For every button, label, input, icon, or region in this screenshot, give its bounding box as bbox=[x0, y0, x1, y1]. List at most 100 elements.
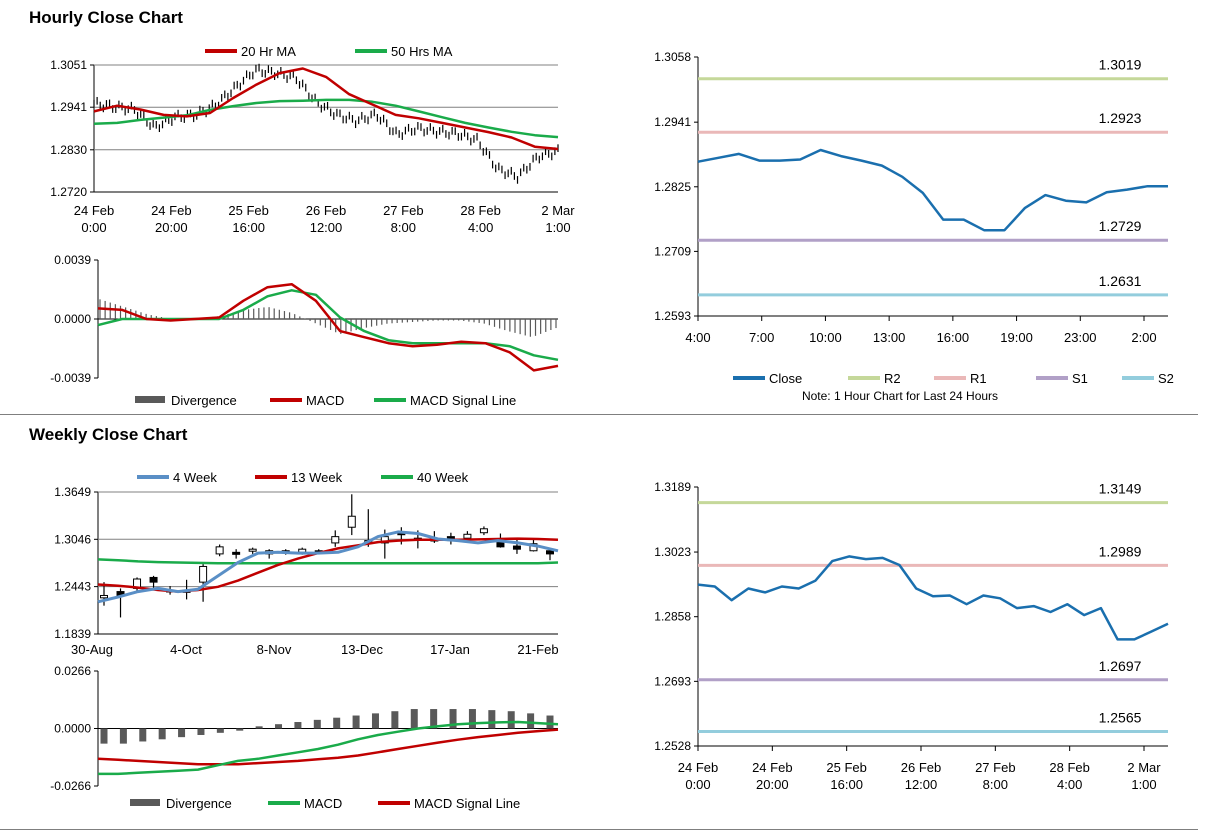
weekly-price-legend-label: 40 Week bbox=[417, 470, 469, 485]
weekly-divergence-bar bbox=[507, 711, 515, 729]
weekly-candle-body bbox=[199, 565, 208, 583]
weekly-divergence-bar bbox=[410, 709, 418, 729]
hourly-levels-x-tick-label: 19:00 bbox=[1000, 330, 1033, 345]
hourly-macd-y-tick-label: -0.0039 bbox=[50, 371, 91, 385]
hourly-price-x-tick-label: 1:00 bbox=[545, 220, 570, 235]
hourly-levels-x-tick-label: 23:00 bbox=[1064, 330, 1097, 345]
weekly-levels-x-tick-label: 26 Feb bbox=[901, 760, 941, 775]
hourly-price-legend-label: 20 Hr MA bbox=[241, 44, 296, 59]
weekly-divergence-bar bbox=[255, 726, 263, 729]
weekly-price-x-tick-label: 4-Oct bbox=[170, 642, 202, 657]
weekly-price-x-tick-label: 30-Aug bbox=[71, 642, 113, 657]
weekly-levels-chart: 1.3189 1.3023 1.2858 1.2693 1.2528 1.3149 1.29… bbox=[654, 480, 1169, 792]
hourly-price-x-tick-label: 8:00 bbox=[391, 220, 416, 235]
hourly-levels-s2-label: 1.2631 bbox=[1099, 273, 1142, 289]
weekly-macd-legend-label: MACD bbox=[304, 796, 342, 811]
weekly-levels-x-tick-label: 0:00 bbox=[685, 777, 710, 792]
weekly-divergence-bar bbox=[178, 728, 186, 738]
weekly-candle-body bbox=[380, 536, 389, 544]
weekly-macd-line bbox=[98, 720, 559, 776]
weekly-candle-body bbox=[248, 548, 257, 552]
weekly-price-chart: 4 Week 13 Week 40 Week 1.3649 1.3046 1.2443 1.… bbox=[54, 470, 559, 657]
hourly-levels-x-tick-label: 4:00 bbox=[685, 330, 710, 345]
weekly-price-x-tick-label: 21-Feb bbox=[517, 642, 558, 657]
hourly-levels-legend-label: Close bbox=[769, 371, 802, 386]
hourly-macd-line bbox=[97, 282, 559, 372]
hourly-levels-s1-label: 1.2729 bbox=[1099, 218, 1142, 234]
weekly-ma40-line bbox=[97, 558, 559, 565]
hourly-price-legend-label: 50 Hrs MA bbox=[391, 44, 453, 59]
weekly-divergence-bar bbox=[527, 713, 535, 729]
weekly-levels-y-tick-label: 1.2858 bbox=[654, 610, 691, 624]
weekly-levels-r1-label: 1.2989 bbox=[1099, 543, 1142, 559]
weekly-divergence-bar bbox=[313, 719, 321, 729]
hourly-price-x-tick-label: 28 Feb bbox=[460, 203, 500, 218]
weekly-divergence-bar bbox=[236, 728, 244, 731]
hourly-price-y-tick-label: 1.2720 bbox=[50, 185, 87, 199]
hourly-levels-x-tick-label: 2:00 bbox=[1131, 330, 1156, 345]
weekly-candle-body bbox=[479, 528, 488, 534]
weekly-candle-body bbox=[512, 545, 521, 550]
weekly-macd-legend-label: Divergence bbox=[166, 796, 232, 811]
weekly-levels-x-tick-label: 12:00 bbox=[905, 777, 938, 792]
weekly-divergence-bar bbox=[139, 728, 147, 742]
weekly-levels-s2-label: 1.2565 bbox=[1099, 710, 1142, 726]
weekly-price-legend-label: 13 Week bbox=[291, 470, 343, 485]
weekly-levels-y-tick-label: 1.2528 bbox=[654, 739, 691, 753]
weekly-divergence-bar bbox=[430, 709, 438, 729]
weekly-candle-body bbox=[463, 533, 472, 539]
hourly-price-y-tick-label: 1.2830 bbox=[50, 143, 87, 157]
section-divider bbox=[0, 414, 1198, 415]
weekly-levels-x-tick-label: 27 Feb bbox=[975, 760, 1015, 775]
weekly-price-y-tick-label: 1.2443 bbox=[54, 580, 91, 594]
hourly-levels-y-tick-label: 1.2825 bbox=[654, 180, 691, 194]
weekly-price-x-tick-label: 17-Jan bbox=[430, 642, 470, 657]
weekly-divergence-bar bbox=[449, 709, 457, 729]
hourly-price-chart: 20 Hr MA 50 Hrs MA 1.3051 1.2941 1.2830 1.272… bbox=[50, 44, 575, 235]
weekly-ma4-line bbox=[97, 530, 559, 604]
weekly-price-x-tick-label: 8-Nov bbox=[257, 642, 292, 657]
weekly-candle-body bbox=[546, 550, 554, 555]
weekly-divergence-bar bbox=[158, 728, 166, 740]
weekly-divergence-bar bbox=[333, 717, 341, 729]
weekly-divergence-bar bbox=[294, 722, 302, 729]
hourly-levels-legend-label: R2 bbox=[884, 371, 901, 386]
hourly-price-y-tick-label: 1.3051 bbox=[50, 58, 87, 72]
weekly-ma13-line bbox=[97, 537, 559, 593]
weekly-divergence-bar bbox=[119, 728, 127, 744]
hourly-price-y-tick-label: 1.2941 bbox=[50, 100, 87, 114]
weekly-divergence-bar bbox=[100, 728, 108, 744]
weekly-levels-x-tick-label: 24 Feb bbox=[752, 760, 792, 775]
weekly-candle-body bbox=[100, 594, 108, 599]
hourly-levels-x-tick-label: 13:00 bbox=[873, 330, 906, 345]
weekly-levels-y-tick-label: 1.3023 bbox=[654, 545, 691, 559]
hourly-price-x-tick-label: 27 Feb bbox=[383, 203, 423, 218]
weekly-levels-x-tick-label: 24 Feb bbox=[678, 760, 718, 775]
hourly-macd-legend-label: MACD Signal Line bbox=[410, 393, 516, 408]
hourly-levels-r2-label: 1.3019 bbox=[1099, 57, 1142, 73]
hourly-price-x-tick-label: 2 Mar bbox=[541, 203, 575, 218]
weekly-macd-y-tick-label: 0.0000 bbox=[54, 722, 91, 736]
weekly-levels-x-tick-label: 25 Feb bbox=[826, 760, 866, 775]
hourly-macd-chart: 0.0039 0.0000 -0.0039 Divergence MACD MACD Si… bbox=[50, 253, 559, 408]
hourly-levels-chart: 1.3058 1.2941 1.2825 1.2709 1.2593 1.3019 1.29… bbox=[654, 50, 1174, 403]
hourly-levels-y-tick-label: 1.3058 bbox=[654, 50, 691, 64]
weekly-section-title: Weekly Close Chart bbox=[29, 425, 188, 444]
weekly-macd-legend-swatch bbox=[130, 799, 160, 806]
weekly-macd-signal-line bbox=[97, 728, 559, 766]
weekly-levels-x-tick-label: 20:00 bbox=[756, 777, 789, 792]
weekly-levels-y-tick-label: 1.2693 bbox=[654, 674, 691, 688]
hourly-price-x-tick-label: 16:00 bbox=[232, 220, 265, 235]
hourly-levels-x-tick-label: 10:00 bbox=[809, 330, 842, 345]
weekly-candle-body bbox=[232, 551, 241, 555]
weekly-divergence-bar bbox=[546, 715, 554, 729]
bottom-divider bbox=[0, 829, 1198, 830]
hourly-price-x-tick-label: 12:00 bbox=[310, 220, 343, 235]
weekly-macd-y-tick-label: -0.0266 bbox=[50, 779, 91, 793]
hourly-levels-x-tick-label: 16:00 bbox=[937, 330, 970, 345]
weekly-levels-x-tick-label: 2 Mar bbox=[1127, 760, 1161, 775]
weekly-macd-legend-label: MACD Signal Line bbox=[414, 796, 520, 811]
weekly-divergence-bar bbox=[216, 728, 224, 733]
hourly-price-x-tick-label: 4:00 bbox=[468, 220, 493, 235]
hourly-macd-legend-label: MACD bbox=[306, 393, 344, 408]
